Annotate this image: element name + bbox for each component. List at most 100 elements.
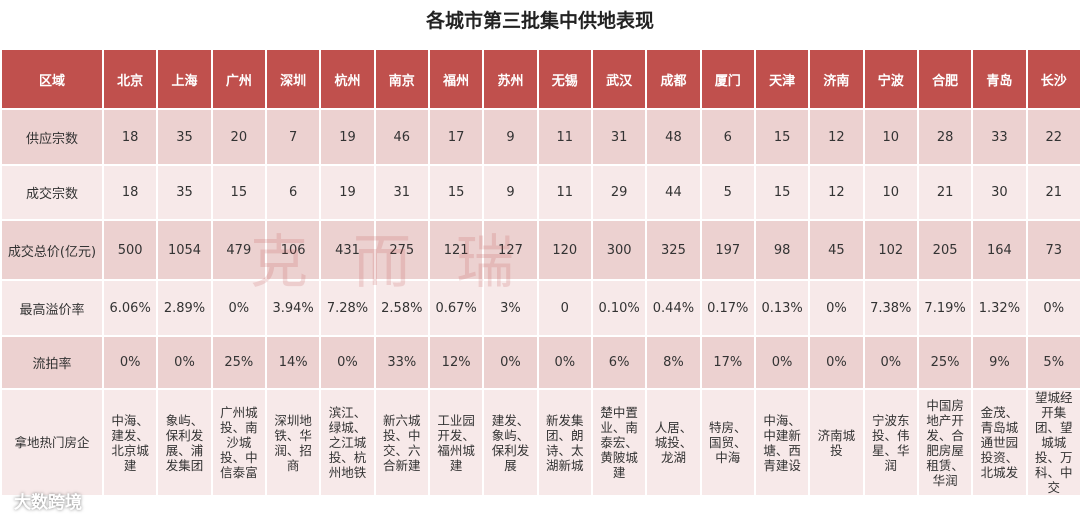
row-label: 流拍率: [0, 335, 104, 390]
cell: 9: [482, 108, 539, 166]
cell: 象屿、保利发展、浦发集团: [156, 388, 213, 497]
cell: 5: [699, 164, 756, 221]
cell: 0.67%: [427, 279, 485, 337]
cell: 新发集团、朗诗、太湖新城: [536, 388, 593, 497]
cell: 0%: [808, 335, 865, 390]
data-row: 拿地热门房企 中海、建发、北京城建 象屿、保利发展、浦发集团 广州城投、南沙城投、中信…: [0, 388, 1080, 497]
cell: 102: [862, 219, 919, 281]
cell: 15: [753, 108, 811, 166]
city-header: 广州: [210, 48, 267, 110]
cell: 0.13%: [753, 279, 811, 337]
cell: 楚中置业、南泰宏、黄陂城建: [590, 388, 648, 497]
cell: 15: [427, 164, 485, 221]
cell: 164: [971, 219, 1028, 281]
cell: 11: [536, 108, 593, 166]
city-header: 上海: [156, 48, 213, 110]
cell: 10: [862, 108, 919, 166]
row-label: 拿地热门房企: [0, 388, 104, 497]
cell: 5%: [1025, 335, 1080, 390]
cell: 6.06%: [101, 279, 159, 337]
cell: 18: [101, 164, 159, 221]
cell: 20: [210, 108, 267, 166]
cell: 中海、中建新塘、西青建设: [753, 388, 811, 497]
cell: 14%: [264, 335, 322, 390]
row-label: 最高溢价率: [0, 279, 104, 337]
cell: 6: [699, 108, 756, 166]
cell: 12%: [427, 335, 485, 390]
cell: 0.10%: [590, 279, 648, 337]
city-header: 南京: [373, 48, 430, 110]
cell: 12: [808, 108, 865, 166]
cell: 10: [862, 164, 919, 221]
city-header: 合肥: [916, 48, 974, 110]
city-header: 福州: [427, 48, 485, 110]
row-label: 供应宗数: [0, 108, 104, 166]
cell: 33: [971, 108, 1028, 166]
city-header: 青岛: [971, 48, 1028, 110]
cell: 6%: [590, 335, 648, 390]
cell: 17: [427, 108, 485, 166]
cell: 29: [590, 164, 648, 221]
city-header: 天津: [753, 48, 811, 110]
cell: 9%: [971, 335, 1028, 390]
cell: 31: [590, 108, 648, 166]
cell: 11: [536, 164, 593, 221]
cell: 建发、象屿、保利发展: [482, 388, 539, 497]
logo: 大数跨境: [14, 493, 82, 513]
cell: 28: [916, 108, 974, 166]
cell: 工业园开发、福州城建: [427, 388, 485, 497]
supply-table: 区域 北京 上海 广州 深圳 杭州 南京 福州 苏州 无锡 武汉 成都 厦门 天津 济南 宁波 合肥 青岛 长沙 供应…: [0, 48, 1080, 497]
cell: 25%: [916, 335, 974, 390]
cell: 金茂、青岛城通世园投资、北城发: [971, 388, 1028, 497]
cell: 2.58%: [373, 279, 430, 337]
data-row: 最高溢价率 6.06% 2.89% 0% 3.94% 7.28% 2.58% 0.67% 3% 0…: [0, 279, 1080, 337]
cell: 106: [264, 219, 322, 281]
cell: 望城经开集团、望城城投、万科、中交: [1025, 388, 1080, 497]
cell: 6: [264, 164, 322, 221]
data-row: 成交总价(亿元) 500 1054 479 106 431 275 121 127 120 300 3…: [0, 219, 1080, 281]
cell: 7.38%: [862, 279, 919, 337]
cell: 25%: [210, 335, 267, 390]
cell: 0%: [319, 335, 376, 390]
cell: 7.28%: [319, 279, 376, 337]
cell: 0.17%: [699, 279, 756, 337]
cell: 7: [264, 108, 322, 166]
cell: 73: [1025, 219, 1080, 281]
cell: 广州城投、南沙城投、中信泰富: [210, 388, 267, 497]
cell: 0%: [862, 335, 919, 390]
header-row: 区域 北京 上海 广州 深圳 杭州 南京 福州 苏州 无锡 武汉 成都 厦门 天津 济南 宁波 合肥 青岛 长沙: [0, 48, 1080, 110]
cell: 0%: [808, 279, 865, 337]
city-header: 济南: [808, 48, 865, 110]
cell: 0%: [536, 335, 593, 390]
cell: 中海、建发、北京城建: [101, 388, 159, 497]
cell: 479: [210, 219, 267, 281]
cell: 12: [808, 164, 865, 221]
cell: 21: [1025, 164, 1080, 221]
row-label: 成交总价(亿元): [0, 219, 104, 281]
cell: 0.44%: [645, 279, 702, 337]
cell: 中国房地产开发、合肥房屋租赁、华润: [916, 388, 974, 497]
cell: 15: [210, 164, 267, 221]
cell: 滨江、绿城、之江城投、杭州地铁: [319, 388, 376, 497]
cell: 0%: [156, 335, 213, 390]
cell: 431: [319, 219, 376, 281]
cell: 19: [319, 108, 376, 166]
cell: 0%: [210, 279, 267, 337]
cell: 0%: [101, 335, 159, 390]
data-row: 成交宗数 18 35 15 6 19 31 15 9 11 29 44 5 15 12 10 21 30 21: [0, 164, 1080, 221]
cell: 18: [101, 108, 159, 166]
cell: 46: [373, 108, 430, 166]
city-header: 宁波: [862, 48, 919, 110]
cell: 0%: [482, 335, 539, 390]
cell: 0: [536, 279, 593, 337]
row-header: 区域: [0, 48, 104, 110]
cell: 9: [482, 164, 539, 221]
city-header: 杭州: [319, 48, 376, 110]
cell: 127: [482, 219, 539, 281]
cell: 19: [319, 164, 376, 221]
cell: 1054: [156, 219, 213, 281]
cell: 济南城投: [808, 388, 865, 497]
cell: 22: [1025, 108, 1080, 166]
cell: 新六城投、中交、六合新建: [373, 388, 430, 497]
